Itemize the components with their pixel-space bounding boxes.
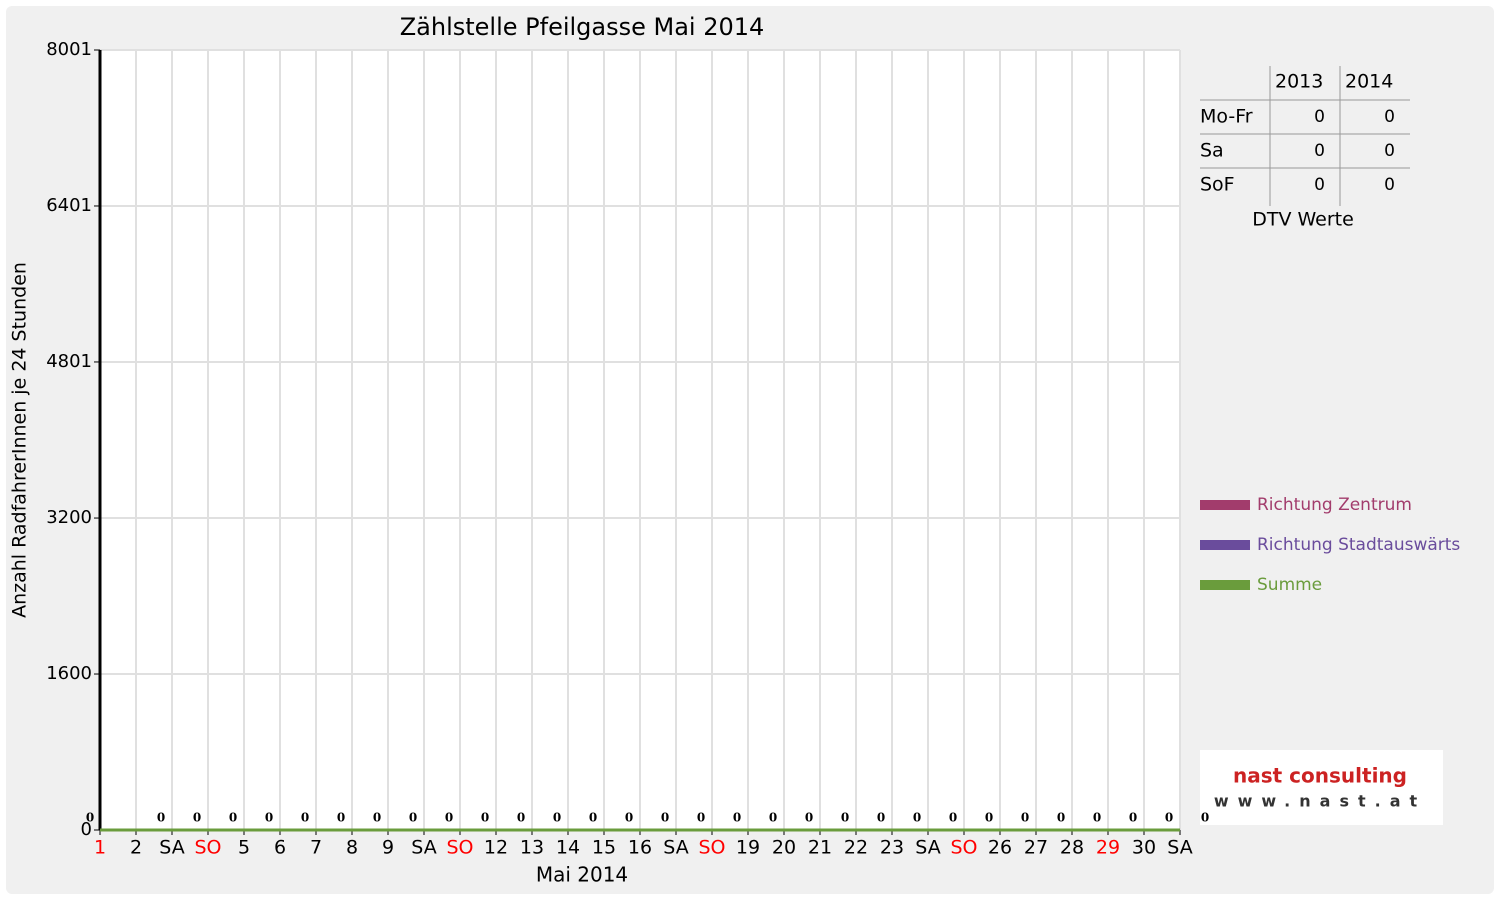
data-label: 0 [625,811,633,825]
x-tick-label: 16 [628,837,652,859]
data-label: 0 [1093,811,1101,825]
x-tick-label: 6 [274,837,286,859]
x-tick-label: 9 [382,837,394,859]
data-label: 0 [877,811,885,825]
data-label: 0 [1201,811,1209,825]
data-label: 0 [985,811,993,825]
x-tick-label: SA [915,837,940,859]
data-label: 0 [661,811,669,825]
table-cell: 0 [1384,107,1395,127]
y-tick-label: 6401 [46,195,92,216]
x-tick-label: SA [411,837,436,859]
y-tick-label: 4801 [46,351,92,372]
x-tick-label: 19 [736,837,760,859]
table-cell: 0 [1314,141,1325,161]
data-label: 0 [373,811,381,825]
y-tick-label: 0 [81,819,92,840]
logo-url: www.nast.at [1214,792,1426,811]
data-label: 0 [1165,811,1173,825]
x-tick-label: 21 [808,837,832,859]
x-tick-label: SO [950,837,977,859]
logo-name: nast consulting [1233,764,1407,788]
data-label: 0 [157,811,165,825]
table-row-label: Mo-Fr [1200,106,1253,128]
data-label: 0 [733,811,741,825]
data-label: 0 [697,811,705,825]
x-tick-label: 23 [880,837,904,859]
x-tick-label: SO [194,837,221,859]
x-tick-label: 20 [772,837,796,859]
x-tick-label: SA [1167,837,1192,859]
logo-box [1200,750,1443,825]
data-label: 0 [229,811,237,825]
table-cell: 0 [1314,175,1325,195]
data-label: 0 [553,811,561,825]
x-tick-label: 14 [556,837,580,859]
y-axis-label: Anzahl RadfahrerInnen je 24 Stunden [9,262,31,618]
y-tick-label: 8001 [46,39,92,60]
y-tick-label: 1600 [46,663,92,684]
x-tick-label: 1 [94,837,106,859]
x-tick-label: 12 [484,837,508,859]
table-row-label: Sa [1200,140,1224,162]
data-label: 0 [841,811,849,825]
data-label: 0 [517,811,525,825]
x-axis-label: Mai 2014 [536,863,628,887]
x-tick-label: 27 [1024,837,1048,859]
x-tick-label: SO [446,837,473,859]
chart-title: Zählstelle Pfeilgasse Mai 2014 [400,13,765,41]
table-cell: 0 [1384,141,1395,161]
data-label: 0 [409,811,417,825]
table-cell: 0 [1314,107,1325,127]
table-header: 2013 [1275,71,1323,93]
data-label: 0 [949,811,957,825]
x-tick-label: SA [159,837,184,859]
data-label: 0 [805,811,813,825]
x-tick-label: 29 [1096,837,1120,859]
x-tick-label: SA [663,837,688,859]
x-tick-label: 28 [1060,837,1084,859]
legend-swatch [1200,500,1250,510]
data-label: 0 [913,811,921,825]
legend-label: Richtung Stadtauswärts [1257,535,1460,555]
data-label: 0 [769,811,777,825]
x-tick-label: 13 [520,837,544,859]
table-caption: DTV Werte [1252,209,1354,231]
x-tick-label: 15 [592,837,616,859]
x-tick-label: 7 [310,837,322,859]
data-label: 0 [589,811,597,825]
legend-swatch [1200,540,1250,550]
legend-label: Richtung Zentrum [1257,495,1412,515]
data-label: 0 [481,811,489,825]
data-label: 0 [1021,811,1029,825]
data-label: 0 [193,811,201,825]
y-tick-label: 3200 [46,507,92,528]
table-row-label: SoF [1200,174,1235,196]
data-label: 0 [265,811,273,825]
x-tick-label: 8 [346,837,358,859]
x-tick-label: 26 [988,837,1012,859]
table-header: 2014 [1345,71,1393,93]
data-label: 0 [301,811,309,825]
data-label: 0 [1129,811,1137,825]
table-cell: 0 [1384,175,1395,195]
x-tick-label: 2 [130,837,142,859]
data-label: 0 [1057,811,1065,825]
data-label: 0 [337,811,345,825]
legend-swatch [1200,580,1250,590]
x-tick-label: 22 [844,837,868,859]
data-label: 0 [86,811,94,825]
x-tick-label: SO [698,837,725,859]
legend-label: Summe [1257,575,1322,595]
x-tick-label: 30 [1132,837,1156,859]
data-label: 0 [445,811,453,825]
x-tick-label: 5 [238,837,250,859]
